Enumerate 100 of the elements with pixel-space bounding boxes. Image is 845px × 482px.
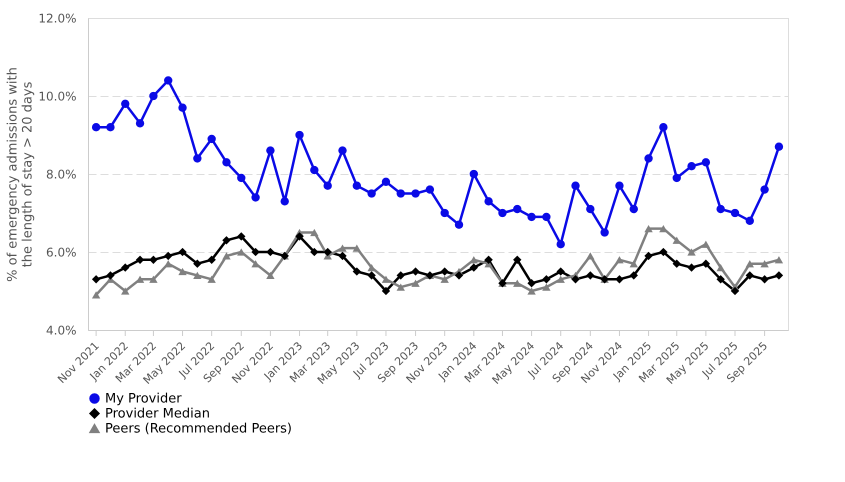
point [411,267,420,276]
point [396,283,405,291]
point [760,260,769,268]
point [338,146,347,155]
point [266,248,275,256]
point [730,286,740,296]
point [440,276,449,283]
point [672,260,681,268]
point [702,240,710,248]
point [193,260,202,268]
y-axis-title: % of emergency admissions with the length of stay > 20 days [5,67,36,282]
point [222,252,231,260]
point [571,182,580,190]
point [774,271,784,280]
point [193,154,202,163]
point [586,204,594,214]
point [352,267,362,276]
point [92,275,100,284]
point [121,287,130,295]
point [237,174,246,182]
point [644,154,653,163]
y-tick-label: 4.0% [46,324,76,338]
point [164,76,172,85]
point [454,220,464,229]
point [178,268,187,276]
point [352,182,362,190]
point [136,119,144,128]
point [527,212,536,222]
point [310,228,319,236]
point [266,146,275,155]
point [178,104,187,112]
point [470,170,478,178]
point [600,228,609,237]
point [716,204,725,214]
point [702,158,710,166]
point [513,256,522,264]
y-tick-label: 8.0% [46,168,76,182]
legend-label: Provider Median [105,406,210,422]
y-tick-label: 10.0% [38,90,76,104]
point [542,283,551,291]
point [586,252,594,260]
point [92,123,100,132]
point [644,224,653,232]
point [92,291,100,299]
point [774,256,784,264]
point [716,275,725,284]
point [659,248,668,256]
point [207,276,216,283]
point [484,197,493,206]
point [702,260,710,268]
point [352,244,362,252]
point [513,280,522,287]
point [106,123,115,132]
legend-label: Peers (Recommended Peers) [105,422,292,436]
point [367,271,376,280]
point [513,204,522,214]
point [556,240,565,248]
point [746,216,754,225]
point [484,256,493,264]
y-tick-label: 6.0% [46,246,76,260]
point [193,272,202,280]
point [324,248,332,256]
point [251,193,260,202]
point [687,248,696,256]
point [542,275,551,284]
point [760,275,769,284]
point [730,208,740,218]
point [556,276,565,283]
point [382,276,390,283]
point [222,236,231,244]
legend-label: My Provider [105,392,182,406]
point [149,92,158,100]
point [659,123,668,132]
point [310,166,319,174]
point [121,100,130,108]
point [280,197,289,206]
point [672,174,681,182]
point [746,260,754,268]
point [615,182,624,190]
point [716,264,725,272]
point [382,286,390,296]
point [207,134,216,144]
y-tick-label: 12.0% [38,12,76,26]
point [527,279,536,288]
point [367,189,376,198]
point [615,256,624,264]
point [556,267,565,276]
point [454,271,464,280]
point [237,232,246,241]
point [178,248,187,256]
point [411,280,420,287]
point [338,252,347,260]
point [440,208,449,218]
point [498,208,507,218]
point [630,271,638,280]
point [222,158,231,166]
point [687,263,696,272]
point [164,260,172,268]
point [382,178,390,186]
point [121,263,130,272]
